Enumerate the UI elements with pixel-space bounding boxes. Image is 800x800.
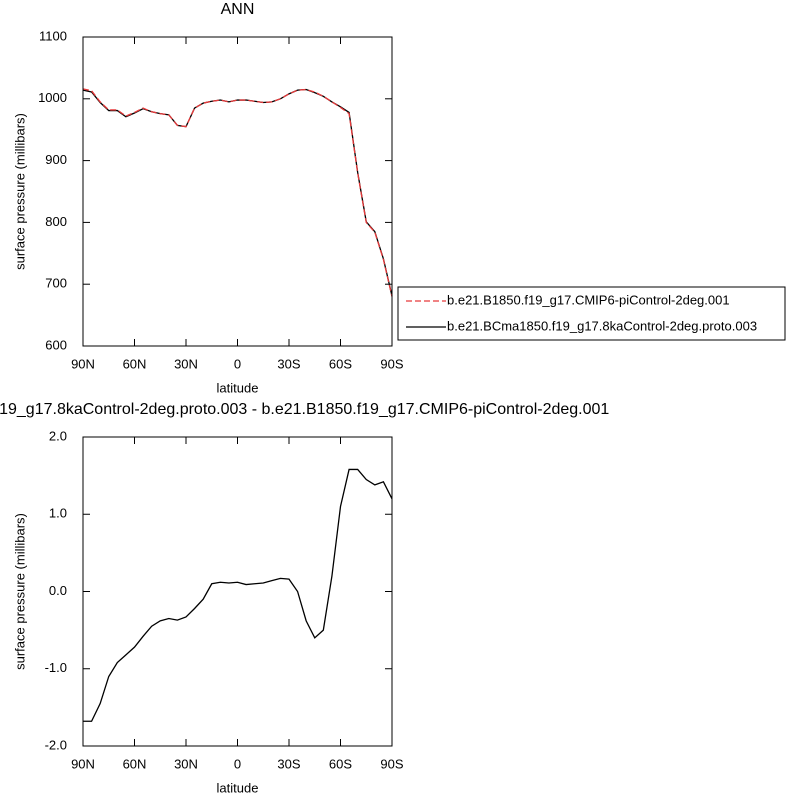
x-tick-label: 0 [234,356,241,371]
y-tick-label: -2.0 [45,737,67,752]
x-tick-label: 0 [234,756,241,771]
y-tick-label: 0.0 [49,583,67,598]
x-tick-label: 60S [329,756,352,771]
x-tick-label: 30S [277,756,300,771]
series-line [82,88,393,297]
series-line [83,468,393,722]
plot-frame [82,36,393,347]
x-axis-label: latitude [217,780,259,795]
x-tick-label: 60N [123,756,147,771]
legend-label: b.e21.BCma1850.f19_g17.8kaControl-2deg.p… [447,318,757,333]
y-tick-label: 600 [45,337,67,352]
y-tick-label: 1000 [38,90,67,105]
y-tick-label: 1100 [39,28,67,43]
y-tick-label: 700 [45,276,67,291]
x-tick-label: 90S [380,356,403,371]
legend-box [397,286,786,341]
y-tick-label: 800 [45,214,67,229]
y-tick-label: -1.0 [45,660,67,675]
x-tick-label: 30N [174,356,198,371]
series-line [82,88,393,297]
y-tick-label: 900 [45,152,67,167]
x-tick-label: 60N [123,356,147,371]
x-axis-label: latitude [217,380,259,395]
y-tick-label: 1.0 [49,506,67,521]
x-tick-label: 30S [277,356,300,371]
y-tick-label: 2.0 [49,428,67,443]
x-tick-label: 90N [71,356,95,371]
y-axis-label: surface pressure (millibars) [12,113,27,270]
legend-label: b.e21.B1850.f19_g17.CMIP6-piControl-2deg… [447,292,730,307]
x-tick-label: 60S [329,356,352,371]
chart-title: ANN [221,1,255,18]
chart-title: b.e21.BCma1850.f19_g17.8kaControl-2deg.p… [0,401,609,418]
x-tick-label: 90N [71,756,95,771]
x-tick-label: 30N [174,756,198,771]
y-axis-label: surface pressure (millibars) [12,513,27,670]
plot-frame [82,436,393,747]
x-tick-label: 90S [380,756,403,771]
